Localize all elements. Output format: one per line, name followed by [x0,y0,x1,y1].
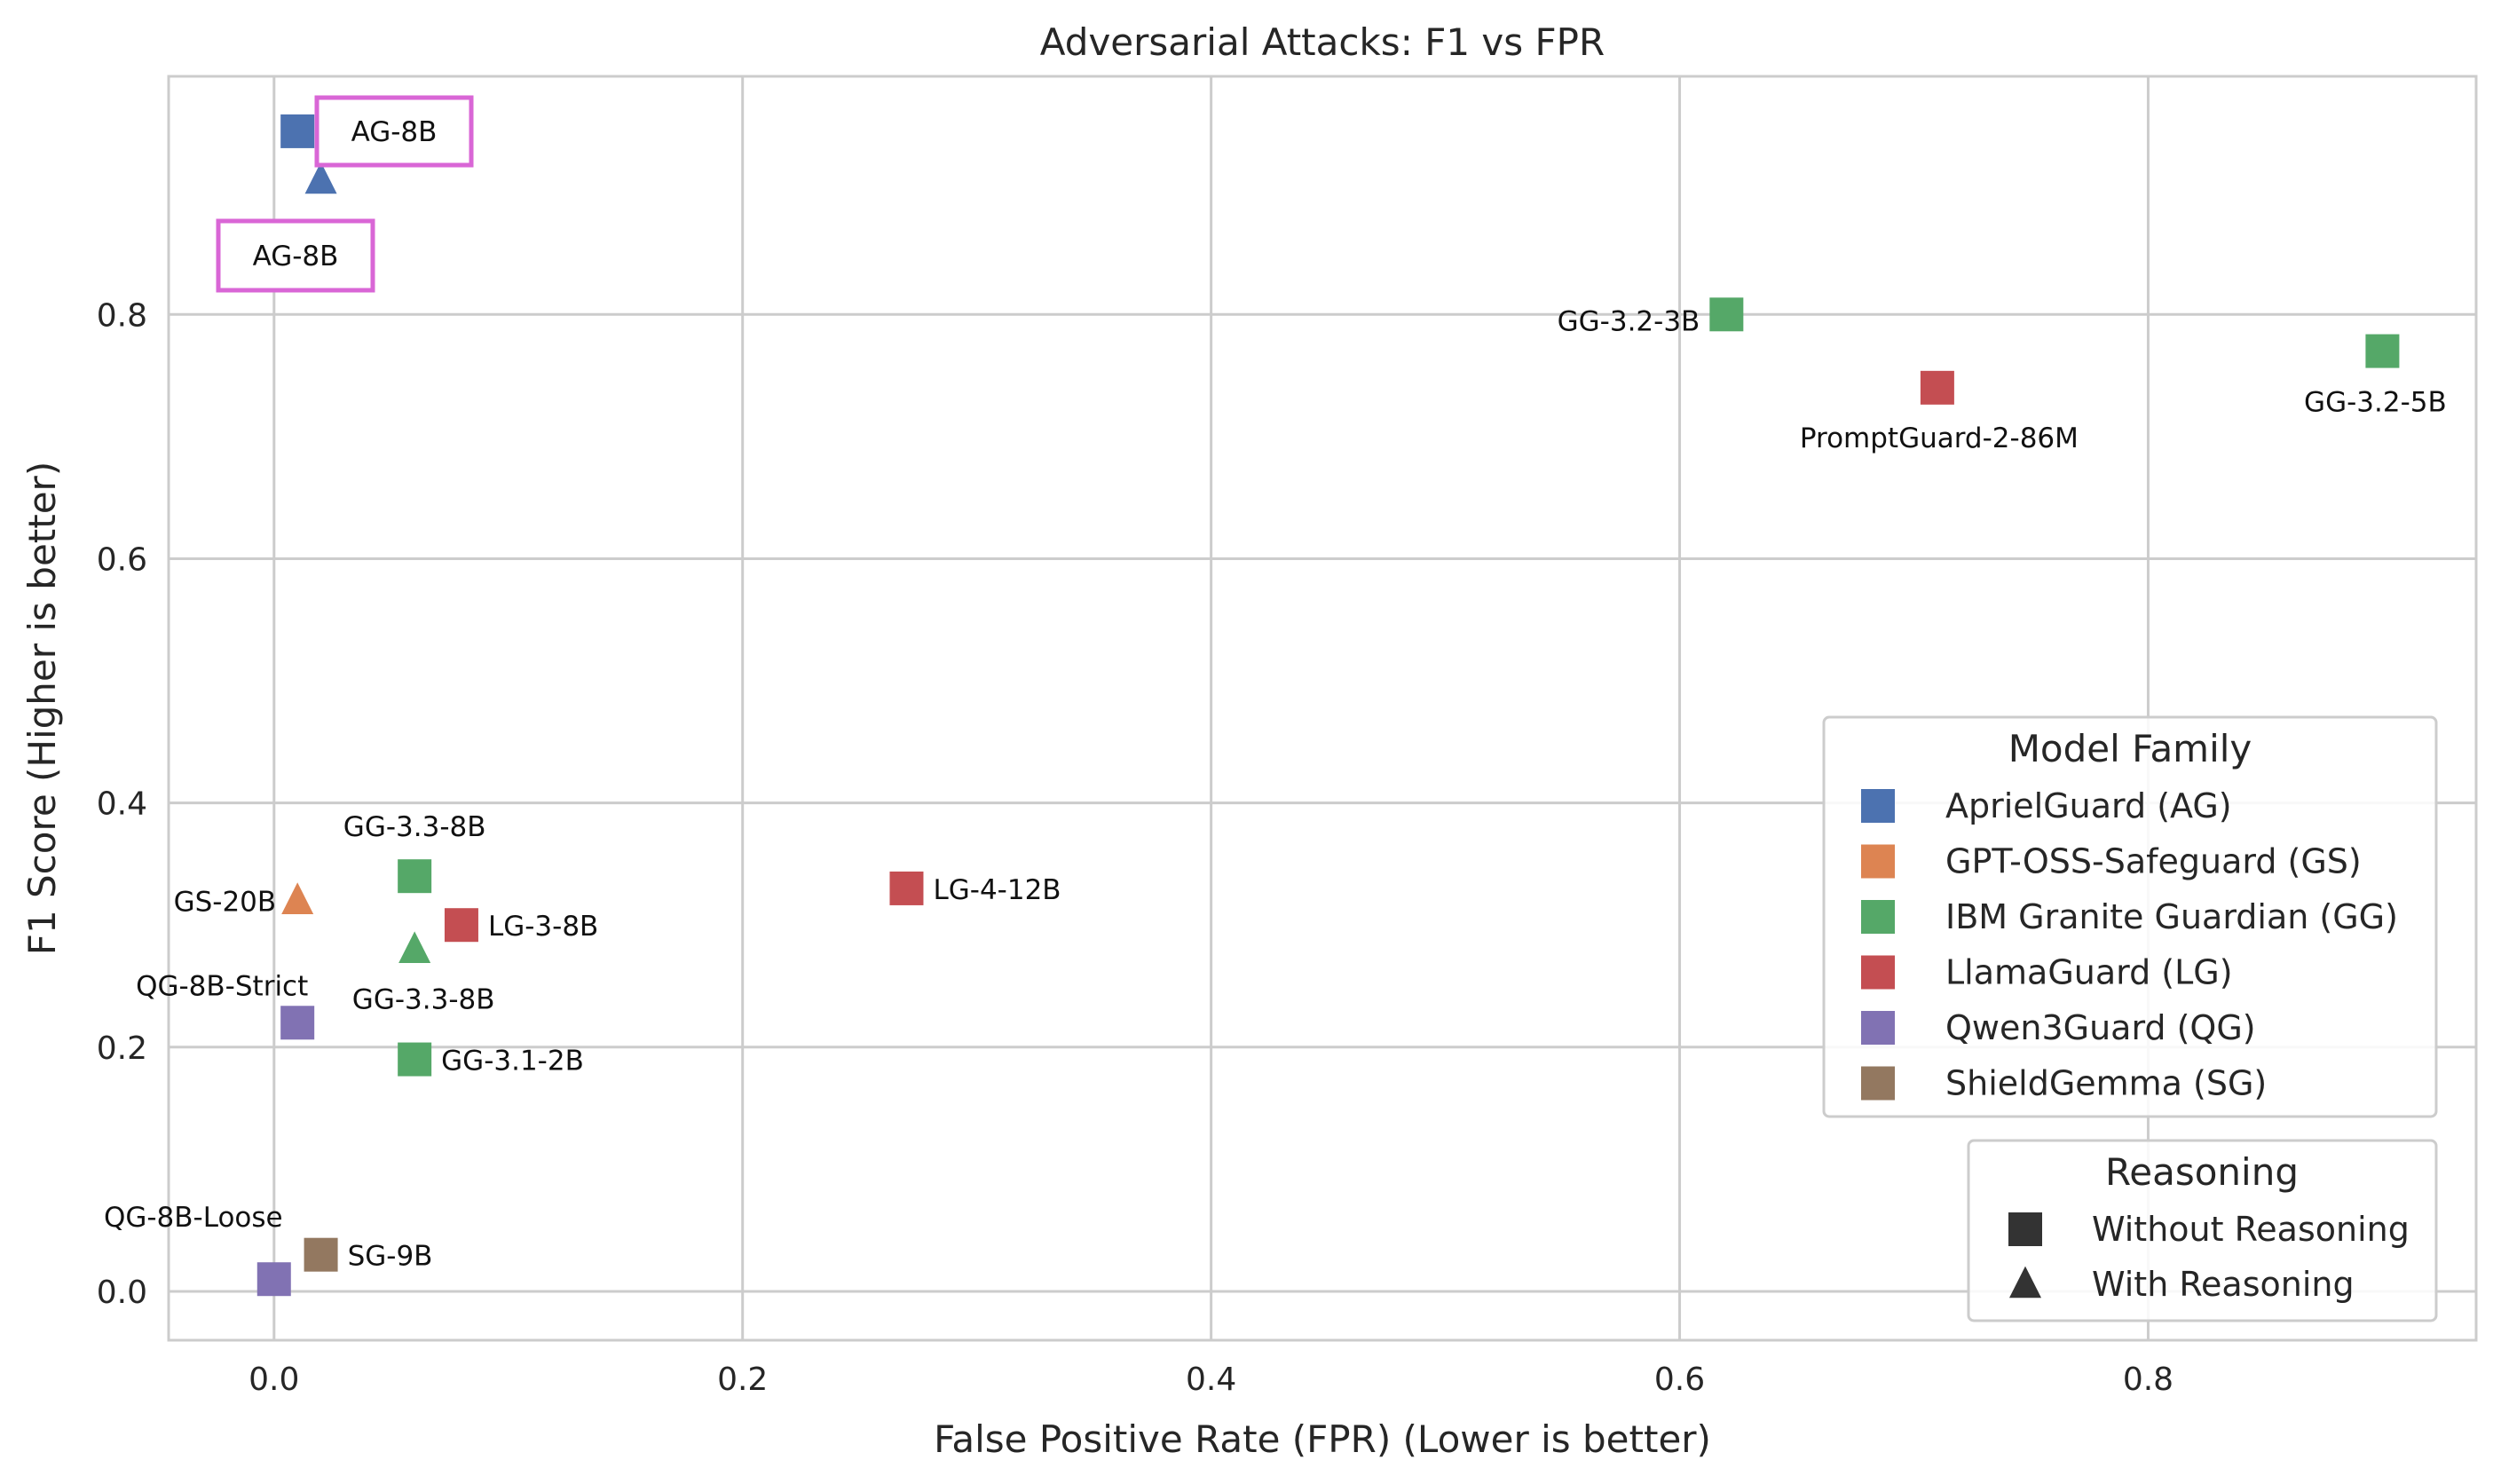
y-tick-label: 0.2 [97,1030,147,1067]
data-label: SG-9B [348,1241,433,1273]
data-label: AG-8B [253,241,339,272]
legend-family-label: AprielGuard (AG) [1945,786,2232,825]
data-point [398,859,432,894]
legend-family-label: Qwen3Guard (QG) [1945,1008,2256,1047]
y-tick-label: 0.6 [97,541,147,578]
data-label: GG-3.3-8B [352,984,495,1016]
x-tick-label: 0.0 [249,1362,299,1398]
data-label: GG-3.2-5B [2304,387,2447,419]
data-point [398,931,431,964]
data-point [281,882,314,914]
data-label: AG-8B [351,116,438,148]
legend-swatch [1861,789,1895,823]
x-tick-label: 0.4 [1186,1362,1236,1398]
axis-ticks: 0.0 0.2 0.4 0.6 0.8 0.0 0.2 0.4 0.6 0.8 [97,297,2173,1398]
x-tick-label: 0.8 [2123,1362,2173,1398]
data-point [889,871,924,905]
data-point [280,114,315,148]
data-points [256,114,2400,1297]
y-tick-label: 0.8 [97,297,147,334]
data-label: QG-8B-Strict [136,970,308,1002]
y-axis-label: F1 Score (Higher is better) [20,462,64,955]
legend-family-label: GPT-OSS-Safeguard (GS) [1945,842,2362,881]
legend-swatch [1861,1011,1895,1045]
data-point [398,1042,432,1077]
legend-swatch [1861,1066,1895,1101]
data-point [280,1006,315,1040]
legend-reasoning-label: With Reasoning [2092,1265,2355,1304]
data-point [256,1262,291,1297]
data-point [1709,297,1744,332]
legend-marker-swatch [2009,1266,2041,1298]
data-point [1920,370,1954,405]
data-label: GS-20B [174,887,277,919]
y-tick-label: 0.0 [97,1275,147,1311]
x-tick-label: 0.6 [1654,1362,1705,1398]
highlight-box [314,95,474,168]
data-label: PromptGuard-2-86M [1800,422,2079,454]
data-label: QG-8B-Loose [104,1202,283,1234]
x-axis-label: False Positive Rate (FPR) (Lower is bett… [934,1417,1711,1461]
data-label: GG-3.3-8B [343,811,486,843]
legend-family-label: IBM Granite Guardian (GG) [1945,897,2398,936]
legend-reasoning: Reasoning Without Reasoning With Reasonin… [1967,1139,2438,1322]
legend-reasoning-items: Without Reasoning With Reasoning [2008,1210,2410,1304]
legend-swatch [1861,844,1895,879]
legend-reasoning-label: Without Reasoning [2092,1210,2410,1249]
data-labels: AG-8B AG-8B GG-3.2-3B GG-3.2-5B PromptGuard-… [104,95,2447,1273]
x-tick-label: 0.2 [717,1362,768,1398]
legend-family-label: LlamaGuard (LG) [1945,953,2233,992]
legend-family-title: Model Family [2008,727,2252,770]
data-label: LG-4-12B [933,874,1061,906]
data-point [304,1237,338,1272]
highlight-box [216,218,375,293]
legend-marker-swatch [2008,1212,2042,1246]
legend-model-family: Model Family AprielGuard (AG) GPT-OSS-Saf… [1822,715,2438,1118]
chart-title: Adversarial Attacks: F1 vs FPR [1040,20,1605,64]
data-point [304,162,337,194]
data-label: GG-3.2-3B [1558,305,1700,337]
legend-swatch [1861,955,1895,990]
legend-family-items: AprielGuard (AG) GPT-OSS-Safeguard (GS) IB… [1861,786,2398,1103]
legend-reasoning-box [1967,1139,2438,1322]
data-point [2365,334,2400,368]
plot-frame [167,75,2478,1342]
legend-family-box [1822,715,2438,1118]
data-label: LG-3-8B [488,911,598,943]
data-label: GG-3.1-2B [441,1046,584,1077]
legend-swatch [1861,900,1895,934]
legend-family-label: ShieldGemma (SG) [1945,1064,2267,1103]
legend-reasoning-title: Reasoning [2105,1150,2299,1194]
data-point [444,908,478,943]
y-tick-label: 0.4 [97,786,147,823]
